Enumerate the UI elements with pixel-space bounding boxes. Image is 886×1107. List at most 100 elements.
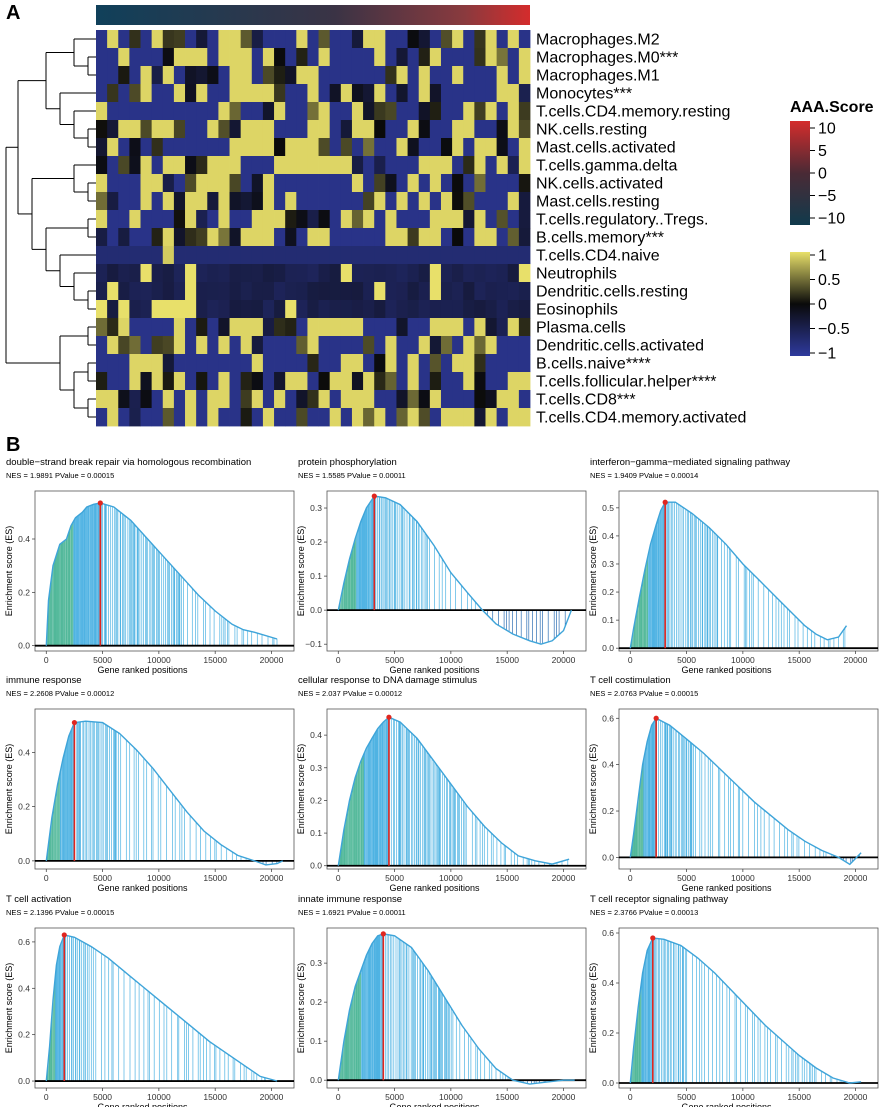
heatmap-cell	[351, 156, 364, 175]
heatmap-row-label: NK.cells.activated	[536, 176, 663, 193]
heatmap-row-label: Plasma.cells	[536, 320, 626, 337]
gsea-ytick-label: 0.4	[18, 983, 30, 993]
heatmap-cell	[262, 246, 275, 265]
heatmap-cell	[229, 300, 242, 319]
heatmap-cell	[173, 66, 186, 85]
heatmap-row-label: T.cells.gamma.delta	[536, 158, 677, 175]
heatmap-cell	[385, 246, 397, 265]
heatmap-cell	[173, 228, 186, 247]
heatmap-cell	[485, 84, 498, 103]
heatmap-cell	[173, 300, 186, 319]
heatmap-cell	[340, 102, 353, 121]
heatmap-cell	[262, 66, 275, 85]
heatmap-cell	[396, 318, 408, 337]
heatmap-cell	[385, 390, 397, 409]
heatmap-cell	[374, 48, 386, 67]
heatmap-cell	[463, 138, 475, 157]
heatmap-cell	[407, 156, 420, 175]
heatmap-cell	[452, 300, 464, 319]
gsea-plot: interferon−gamma−mediated signaling path…	[588, 457, 879, 675]
heatmap-cell	[496, 354, 509, 373]
heatmap-cell	[173, 264, 186, 283]
heatmap-cell	[407, 372, 420, 391]
heatmap-cell	[418, 210, 431, 229]
gsea-peak-dot	[662, 499, 668, 505]
heatmap-cell	[240, 354, 253, 373]
heatmap-cell	[318, 192, 331, 211]
heatmap-cell	[173, 120, 186, 139]
gsea-xtick-label: 0	[44, 655, 49, 665]
heatmap-cell	[418, 156, 431, 175]
heatmap-cell	[262, 84, 275, 103]
heatmap-cell	[518, 102, 531, 121]
heatmap-cell	[351, 174, 364, 193]
heatmap-cell	[285, 66, 297, 85]
heatmap-cell	[251, 192, 264, 211]
heatmap-cell	[318, 120, 331, 139]
heatmap-cell	[474, 300, 486, 319]
heatmap-cell	[329, 372, 342, 391]
gsea-ytick-label: 0.0	[602, 643, 614, 653]
heatmap-cell	[518, 318, 531, 337]
heatmap-cell	[162, 84, 175, 103]
gsea-ytick-label: 0.4	[18, 534, 30, 544]
heatmap-cell	[129, 138, 141, 157]
heatmap-cell	[507, 336, 520, 355]
heatmap-cell	[185, 120, 197, 139]
heatmap-cell	[262, 120, 275, 139]
gsea-xtick-label: 0	[336, 873, 341, 883]
heatmap-cell	[285, 192, 297, 211]
gsea-hit-lines	[46, 503, 278, 646]
heatmap-cell	[118, 390, 130, 409]
row-dendrogram	[5, 38, 96, 418]
heatmap-row-label: Eosinophils	[536, 302, 618, 319]
heatmap-cell	[218, 84, 230, 103]
heatmap-cell	[218, 102, 230, 121]
heatmap-cell	[485, 174, 498, 193]
gsea-xlabel: Gene ranked positions	[97, 1102, 188, 1107]
heatmap-cell	[396, 66, 408, 85]
heatmap-cell	[374, 138, 386, 157]
gsea-title: T cell costimulation	[590, 675, 671, 686]
heatmap-cell	[496, 102, 509, 121]
heatmap-cell	[463, 300, 475, 319]
heatmap-cell	[340, 48, 353, 67]
heatmap-cell	[107, 228, 119, 247]
gsea-ytick-label: 0.0	[602, 852, 614, 862]
heatmap-cell	[396, 174, 408, 193]
heatmap-cell	[474, 336, 486, 355]
gsea-curve	[629, 717, 862, 866]
heatmap-cell	[363, 174, 375, 193]
heatmap-cell	[129, 408, 141, 427]
heatmap-cell	[196, 174, 208, 193]
heatmap-cell	[107, 30, 119, 49]
heatmap-cell	[318, 138, 331, 157]
heatmap-cell	[485, 30, 498, 49]
heatmap-cell	[418, 408, 431, 427]
heatmap-cell	[296, 408, 308, 427]
heatmap-cell	[207, 120, 219, 139]
heatmap-cell	[185, 354, 197, 373]
gsea-plot: cellular response to DNA damage stimulus…	[296, 675, 587, 893]
heatmap-cell	[129, 318, 141, 337]
heatmap-cell	[173, 84, 186, 103]
heatmap-cell	[285, 390, 297, 409]
heatmap-cell	[218, 48, 230, 67]
gsea-xlabel: Gene ranked positions	[97, 665, 188, 675]
heatmap-cell	[185, 84, 197, 103]
heatmap-cell	[296, 48, 308, 67]
gsea-stats: NES = 1.9409 PValue = 0.00014	[590, 471, 698, 480]
heatmap-cell	[173, 408, 186, 427]
heatmap-cell	[507, 174, 520, 193]
heatmap-chart: Macrophages.M2Macrophages.M0***Macrophag…	[5, 5, 874, 427]
heatmap-cell	[351, 282, 364, 301]
gsea-xtick-label: 20000	[844, 1092, 868, 1102]
heatmap-cell	[407, 318, 420, 337]
heatmap-cell	[440, 30, 453, 49]
heatmap-cell	[229, 66, 242, 85]
legend-tick-label: 1	[818, 248, 827, 265]
heatmap-cell	[185, 282, 197, 301]
heatmap-cell	[318, 156, 331, 175]
heatmap-cell	[140, 156, 153, 175]
heatmap-cell	[407, 102, 420, 121]
